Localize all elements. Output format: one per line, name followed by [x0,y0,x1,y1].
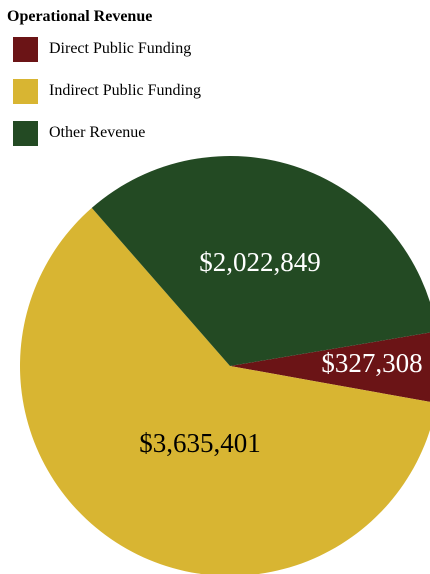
legend-item-indirect-public-funding: Indirect Public Funding [13,78,201,104]
legend-label-indirect-public-funding: Indirect Public Funding [49,82,201,99]
legend-swatch-other-revenue [13,120,38,146]
pie-slice-indirect-public-funding [20,207,430,574]
legend-swatch-direct-public-funding [13,36,38,62]
pie-slice-direct-public-funding [230,332,430,402]
legend: Direct Public Funding Indirect Public Fu… [13,36,201,162]
legend-label-direct-public-funding: Direct Public Funding [49,40,192,57]
data-label-direct-public-funding: $327,308 [321,348,422,378]
data-label-indirect-public-funding: $3,635,401 [139,428,261,458]
legend-swatch-indirect-public-funding [13,78,38,104]
legend-title: Operational Revenue [7,8,153,25]
data-label-other-revenue: $2,022,849 [199,247,321,277]
legend-item-other-revenue: Other Revenue [13,120,201,146]
legend-label-other-revenue: Other Revenue [49,124,146,141]
pie-slice-other-revenue [91,156,430,366]
legend-item-direct-public-funding: Direct Public Funding [13,36,201,62]
